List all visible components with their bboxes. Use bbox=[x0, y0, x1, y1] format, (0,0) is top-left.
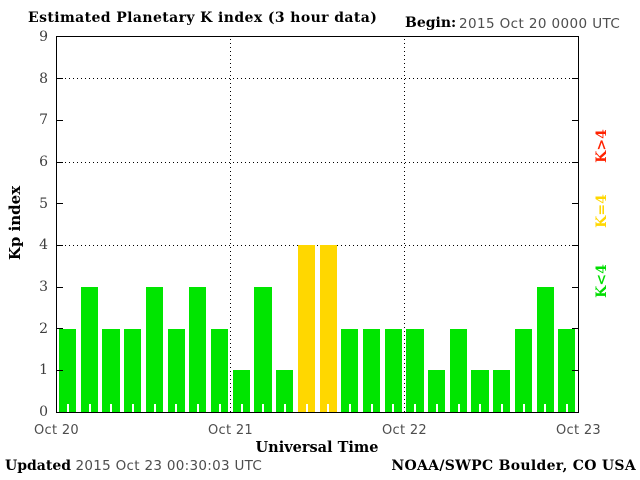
legend-k-lt-4: K<4 bbox=[594, 264, 610, 298]
x-axis-slot-tick bbox=[218, 404, 221, 412]
kp-bar bbox=[362, 328, 381, 412]
kp-bar bbox=[406, 328, 424, 412]
x-axis-slot-tick bbox=[262, 404, 265, 412]
y-tick-label-1: 1 bbox=[39, 362, 48, 379]
kp-bar bbox=[428, 370, 446, 412]
x-tick-label-oct-21: Oct 21 bbox=[208, 423, 253, 438]
kp-bar bbox=[449, 328, 467, 412]
x-tick-label-oct-20: Oct 20 bbox=[34, 423, 79, 438]
gridline-day-boundary bbox=[230, 37, 232, 412]
y-tick-label-4: 4 bbox=[39, 237, 48, 254]
y-axis-tick bbox=[572, 328, 578, 330]
chart-title: Estimated Planetary K index (3 hour data… bbox=[28, 10, 378, 26]
y-axis-tick bbox=[57, 203, 63, 205]
x-axis-slot-tick bbox=[240, 404, 243, 412]
x-tick-label-oct-23: Oct 23 bbox=[556, 423, 601, 438]
y-tick-label-3: 3 bbox=[39, 279, 48, 295]
begin-label: Begin: bbox=[405, 15, 457, 31]
x-axis-slot-tick bbox=[479, 404, 482, 412]
kp-bar bbox=[232, 370, 250, 412]
x-axis-slot-tick bbox=[522, 404, 525, 412]
x-axis-slot-tick bbox=[327, 404, 330, 412]
gridline-y-4 bbox=[57, 244, 578, 246]
x-axis-slot-tick bbox=[197, 404, 200, 412]
legend-k-eq-4: K=4 bbox=[594, 194, 610, 228]
kp-bar bbox=[471, 370, 489, 412]
y-tick-label-8: 8 bbox=[39, 70, 48, 87]
y-axis-tick bbox=[57, 328, 63, 330]
kp-bar bbox=[276, 370, 294, 412]
kp-bar bbox=[59, 328, 77, 412]
source-credit: NOAA/SWPC Boulder, CO USA bbox=[391, 458, 636, 474]
kp-bar bbox=[558, 328, 576, 412]
x-axis-title: Universal Time bbox=[255, 439, 379, 456]
y-tick-label-2: 2 bbox=[39, 320, 48, 337]
x-axis-slot-tick bbox=[501, 404, 504, 412]
kp-bar bbox=[514, 328, 533, 412]
x-axis-slot-tick bbox=[88, 404, 91, 412]
x-axis-slot-tick bbox=[349, 404, 352, 412]
updated-label: Updated bbox=[5, 458, 72, 474]
kp-bar bbox=[254, 287, 272, 412]
y-axis-tick bbox=[57, 119, 63, 121]
gridline-y-8 bbox=[57, 78, 578, 80]
y-axis-tick bbox=[572, 369, 578, 371]
x-axis-slot-tick bbox=[370, 404, 373, 412]
y-axis-tick bbox=[572, 203, 578, 205]
updated-timestamp: Updated 2015 Oct 23 00:30:03 UTC bbox=[5, 458, 262, 474]
x-axis-slot-tick bbox=[414, 404, 417, 412]
y-tick-label-0: 0 bbox=[39, 404, 48, 420]
gridline-y-6 bbox=[57, 161, 578, 163]
kp-bar bbox=[536, 287, 554, 412]
gridline-day-boundary bbox=[403, 37, 405, 412]
x-axis-slot-tick bbox=[153, 404, 156, 412]
y-axis-tick bbox=[57, 78, 63, 80]
x-axis-slot-tick bbox=[457, 404, 460, 412]
x-axis-slot-tick bbox=[175, 404, 178, 412]
y-axis-tick bbox=[572, 244, 578, 246]
kp-bar bbox=[102, 328, 120, 412]
y-axis-tick bbox=[572, 161, 578, 163]
y-axis-tick bbox=[57, 286, 63, 288]
kp-bar bbox=[124, 328, 142, 412]
x-axis-slot-tick bbox=[566, 404, 569, 412]
x-axis-slot-tick bbox=[66, 404, 69, 412]
x-axis-slot-tick bbox=[283, 404, 286, 412]
x-tick-label-oct-22: Oct 22 bbox=[382, 423, 427, 438]
y-tick-label-6: 6 bbox=[39, 154, 48, 170]
x-axis-slot-tick bbox=[131, 404, 134, 412]
kp-bar bbox=[493, 370, 511, 412]
kp-bar bbox=[80, 287, 98, 412]
kp-bar bbox=[341, 328, 359, 412]
kp-bar bbox=[167, 328, 185, 412]
y-axis-tick bbox=[57, 161, 63, 163]
y-axis-tick bbox=[572, 286, 578, 288]
x-axis-slot-tick bbox=[392, 404, 395, 412]
plot-area bbox=[56, 36, 579, 413]
updated-value: 2015 Oct 23 00:30:03 UTC bbox=[75, 458, 263, 474]
y-axis-tick bbox=[57, 244, 63, 246]
kp-bar bbox=[319, 245, 337, 412]
kp-bar bbox=[297, 245, 315, 412]
y-axis-tick bbox=[572, 78, 578, 80]
kp-bar bbox=[145, 287, 164, 412]
x-axis-slot-tick bbox=[435, 404, 438, 412]
x-axis-slot-tick bbox=[305, 404, 308, 412]
x-axis-slot-tick bbox=[544, 404, 547, 412]
kp-bar bbox=[210, 328, 229, 412]
y-axis-tick bbox=[572, 119, 578, 121]
y-tick-label-9: 9 bbox=[39, 29, 48, 45]
y-tick-label-7: 7 bbox=[39, 112, 48, 129]
kp-bar bbox=[189, 287, 207, 412]
y-tick-label-5: 5 bbox=[39, 195, 48, 212]
begin-value: 2015 Oct 20 0000 UTC bbox=[459, 16, 621, 32]
kp-bar bbox=[384, 328, 402, 412]
y-axis-tick bbox=[57, 369, 63, 371]
x-axis-slot-tick bbox=[110, 404, 113, 412]
legend-k-gt-4: K>4 bbox=[594, 129, 610, 163]
